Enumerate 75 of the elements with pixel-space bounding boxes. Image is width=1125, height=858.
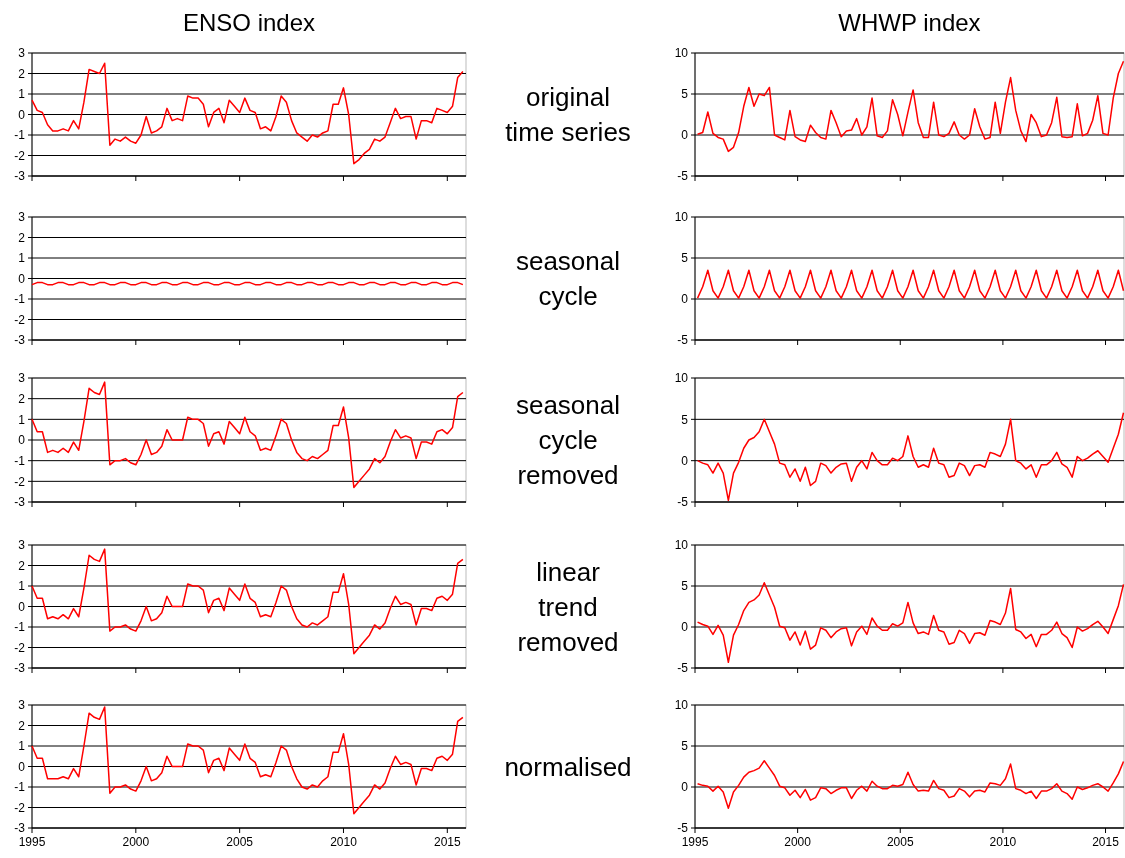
text: original time series [505, 82, 631, 148]
y-tick-label: 2 [18, 718, 26, 733]
x-tick-label: 2015 [1092, 835, 1120, 849]
y-tick-label: 10 [674, 538, 689, 553]
text: normalised [504, 751, 632, 782]
y-tick-label: 0 [681, 128, 689, 143]
text: linear trend removed [517, 556, 619, 657]
y-tick-label: 0 [18, 759, 26, 774]
y-tick-label: -5 [677, 661, 689, 676]
y-tick-label: -3 [14, 821, 26, 836]
y-tick-label: 2 [18, 558, 26, 573]
y-tick-label: -5 [677, 333, 689, 348]
y-tick-label: 0 [681, 292, 689, 307]
y-tick-label: -2 [14, 800, 26, 815]
y-tick-label: 3 [18, 538, 26, 553]
y-tick-label: 0 [681, 780, 689, 795]
y-tick-label: 1 [18, 579, 26, 594]
y-tick-label: 0 [681, 453, 689, 468]
y-tick-label: 1 [18, 412, 26, 427]
x-tick-label: 2015 [433, 835, 461, 849]
y-tick-label: 10 [674, 371, 689, 386]
chart-title: WHWP index [838, 9, 981, 36]
line-series [31, 548, 464, 655]
x-tick-label: 2005 [886, 835, 914, 849]
y-tick-label: 2 [18, 391, 26, 406]
y-tick-label: 2 [18, 66, 26, 81]
y-tick-label: -1 [14, 780, 26, 795]
y-tick-label: -1 [14, 292, 26, 307]
y-tick-label: 5 [681, 251, 689, 266]
y-tick-label: -1 [14, 453, 26, 468]
y-tick-label: -3 [14, 333, 26, 348]
y-tick-label: 0 [18, 107, 26, 122]
y-tick-label: 3 [18, 698, 26, 713]
y-tick-label: 10 [674, 46, 689, 61]
y-tick-label: -5 [677, 821, 689, 836]
x-tick-label: 2005 [226, 835, 254, 849]
y-tick-label: 2 [18, 230, 26, 245]
y-tick-label: 0 [18, 599, 26, 614]
y-tick-label: 3 [18, 371, 26, 386]
y-tick-label: -5 [677, 495, 689, 510]
y-tick-label: 0 [18, 433, 26, 448]
y-tick-label: 5 [681, 412, 689, 427]
y-tick-label: 5 [681, 579, 689, 594]
y-tick-label: 1 [18, 87, 26, 102]
chart-title: ENSO index [182, 9, 316, 36]
line-series [31, 62, 464, 165]
x-tick-label: 2010 [989, 835, 1017, 849]
y-tick-label: 5 [681, 87, 689, 102]
y-tick-label: -5 [677, 169, 689, 184]
y-tick-label: 10 [674, 698, 689, 713]
y-tick-label: 0 [18, 271, 26, 286]
text: seasonal cycle removed [515, 390, 621, 491]
y-tick-label: -2 [14, 312, 26, 327]
y-tick-label: -2 [14, 474, 26, 489]
y-tick-label: 3 [18, 210, 26, 225]
y-tick-label: -3 [14, 169, 26, 184]
x-tick-label: 1995 [681, 835, 709, 849]
y-tick-label: 1 [18, 251, 26, 266]
text: seasonal cycle [515, 246, 621, 312]
y-tick-label: -1 [14, 620, 26, 635]
y-tick-label: 3 [18, 46, 26, 61]
y-tick-label: 10 [674, 210, 689, 225]
y-tick-label: -2 [14, 148, 26, 163]
x-tick-label: 2010 [330, 835, 358, 849]
y-tick-label: 1 [18, 739, 26, 754]
y-tick-label: 5 [681, 739, 689, 754]
y-tick-label: -2 [14, 640, 26, 655]
x-tick-label: 2000 [122, 835, 150, 849]
x-tick-label: 1995 [18, 835, 46, 849]
line-series [31, 381, 464, 489]
y-tick-label: -3 [14, 661, 26, 676]
y-tick-label: -3 [14, 495, 26, 510]
y-tick-label: 0 [681, 620, 689, 635]
y-tick-label: -1 [14, 128, 26, 143]
x-tick-label: 2000 [784, 835, 812, 849]
